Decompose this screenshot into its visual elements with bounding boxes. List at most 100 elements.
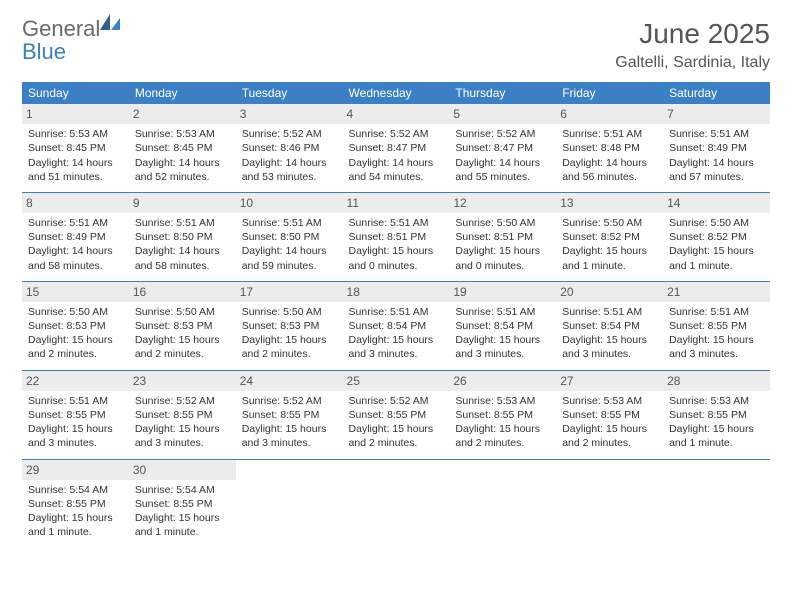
day-line-d1: Daylight: 14 hours xyxy=(669,156,764,170)
day-line-d1: Daylight: 15 hours xyxy=(28,333,123,347)
day-number: 27 xyxy=(556,371,663,391)
day-line-sr: Sunrise: 5:52 AM xyxy=(242,127,337,141)
day-cell: 30Sunrise: 5:54 AMSunset: 8:55 PMDayligh… xyxy=(129,460,236,548)
day-line-sr: Sunrise: 5:50 AM xyxy=(242,305,337,319)
day-cell: 24Sunrise: 5:52 AMSunset: 8:55 PMDayligh… xyxy=(236,371,343,459)
day-line-d2: and 58 minutes. xyxy=(28,259,123,273)
logo: General Blue xyxy=(22,18,122,64)
day-cell: 18Sunrise: 5:51 AMSunset: 8:54 PMDayligh… xyxy=(343,282,450,370)
day-line-sr: Sunrise: 5:50 AM xyxy=(669,216,764,230)
day-line-d2: and 52 minutes. xyxy=(135,170,230,184)
day-line-sr: Sunrise: 5:51 AM xyxy=(135,216,230,230)
day-line-d2: and 3 minutes. xyxy=(349,347,444,361)
day-cell: 15Sunrise: 5:50 AMSunset: 8:53 PMDayligh… xyxy=(22,282,129,370)
day-cell: 25Sunrise: 5:52 AMSunset: 8:55 PMDayligh… xyxy=(343,371,450,459)
day-line-d1: Daylight: 15 hours xyxy=(669,333,764,347)
day-cell xyxy=(556,460,663,548)
dayname-thursday: Thursday xyxy=(449,82,556,104)
day-line-d1: Daylight: 15 hours xyxy=(135,422,230,436)
day-line-sr: Sunrise: 5:53 AM xyxy=(455,394,550,408)
day-line-sr: Sunrise: 5:52 AM xyxy=(135,394,230,408)
month-title: June 2025 xyxy=(615,18,770,50)
day-cell: 20Sunrise: 5:51 AMSunset: 8:54 PMDayligh… xyxy=(556,282,663,370)
day-line-d1: Daylight: 14 hours xyxy=(135,244,230,258)
day-cell: 4Sunrise: 5:52 AMSunset: 8:47 PMDaylight… xyxy=(343,104,450,192)
day-cell: 29Sunrise: 5:54 AMSunset: 8:55 PMDayligh… xyxy=(22,460,129,548)
day-line-d2: and 2 minutes. xyxy=(455,436,550,450)
day-number: 23 xyxy=(129,371,236,391)
day-line-sr: Sunrise: 5:51 AM xyxy=(669,127,764,141)
day-cell: 5Sunrise: 5:52 AMSunset: 8:47 PMDaylight… xyxy=(449,104,556,192)
day-line-d2: and 0 minutes. xyxy=(349,259,444,273)
day-line-ss: Sunset: 8:53 PM xyxy=(242,319,337,333)
day-line-d1: Daylight: 15 hours xyxy=(135,333,230,347)
logo-text: General Blue xyxy=(22,18,122,64)
day-line-d2: and 58 minutes. xyxy=(135,259,230,273)
day-line-sr: Sunrise: 5:50 AM xyxy=(28,305,123,319)
day-number: 15 xyxy=(22,282,129,302)
day-number: 20 xyxy=(556,282,663,302)
day-line-d2: and 53 minutes. xyxy=(242,170,337,184)
day-number: 28 xyxy=(663,371,770,391)
day-number: 16 xyxy=(129,282,236,302)
day-line-sr: Sunrise: 5:51 AM xyxy=(28,394,123,408)
day-cell xyxy=(663,460,770,548)
day-line-d1: Daylight: 15 hours xyxy=(455,333,550,347)
day-number: 12 xyxy=(449,193,556,213)
day-line-sr: Sunrise: 5:52 AM xyxy=(455,127,550,141)
location-text: Galtelli, Sardinia, Italy xyxy=(615,54,770,72)
day-line-sr: Sunrise: 5:50 AM xyxy=(562,216,657,230)
day-line-sr: Sunrise: 5:53 AM xyxy=(28,127,123,141)
day-line-ss: Sunset: 8:52 PM xyxy=(669,230,764,244)
day-line-d2: and 2 minutes. xyxy=(349,436,444,450)
day-cell: 10Sunrise: 5:51 AMSunset: 8:50 PMDayligh… xyxy=(236,193,343,281)
day-number: 19 xyxy=(449,282,556,302)
day-number: 10 xyxy=(236,193,343,213)
week-row: 22Sunrise: 5:51 AMSunset: 8:55 PMDayligh… xyxy=(22,371,770,459)
day-number: 24 xyxy=(236,371,343,391)
day-line-ss: Sunset: 8:47 PM xyxy=(455,141,550,155)
day-cell: 7Sunrise: 5:51 AMSunset: 8:49 PMDaylight… xyxy=(663,104,770,192)
day-line-d2: and 56 minutes. xyxy=(562,170,657,184)
day-number: 17 xyxy=(236,282,343,302)
day-line-sr: Sunrise: 5:50 AM xyxy=(135,305,230,319)
day-line-sr: Sunrise: 5:51 AM xyxy=(669,305,764,319)
day-line-ss: Sunset: 8:54 PM xyxy=(349,319,444,333)
day-line-d1: Daylight: 15 hours xyxy=(349,244,444,258)
week-row: 15Sunrise: 5:50 AMSunset: 8:53 PMDayligh… xyxy=(22,282,770,370)
day-cell: 19Sunrise: 5:51 AMSunset: 8:54 PMDayligh… xyxy=(449,282,556,370)
day-number: 1 xyxy=(22,104,129,124)
dayname-wednesday: Wednesday xyxy=(343,82,450,104)
day-line-d2: and 1 minute. xyxy=(669,436,764,450)
day-line-ss: Sunset: 8:54 PM xyxy=(562,319,657,333)
day-number: 11 xyxy=(343,193,450,213)
day-cell: 11Sunrise: 5:51 AMSunset: 8:51 PMDayligh… xyxy=(343,193,450,281)
day-cell xyxy=(449,460,556,548)
day-line-d2: and 3 minutes. xyxy=(455,347,550,361)
day-number: 30 xyxy=(129,460,236,480)
day-line-d1: Daylight: 15 hours xyxy=(669,244,764,258)
day-line-d1: Daylight: 14 hours xyxy=(135,156,230,170)
calendar-page: General Blue June 2025 Galtelli, Sardini… xyxy=(0,0,792,565)
dayname-tuesday: Tuesday xyxy=(236,82,343,104)
day-line-sr: Sunrise: 5:54 AM xyxy=(135,483,230,497)
day-line-d2: and 3 minutes. xyxy=(562,347,657,361)
day-number: 3 xyxy=(236,104,343,124)
day-number: 13 xyxy=(556,193,663,213)
day-line-d2: and 55 minutes. xyxy=(455,170,550,184)
day-line-d1: Daylight: 15 hours xyxy=(28,511,123,525)
day-line-ss: Sunset: 8:55 PM xyxy=(669,408,764,422)
day-line-d2: and 3 minutes. xyxy=(669,347,764,361)
day-cell: 28Sunrise: 5:53 AMSunset: 8:55 PMDayligh… xyxy=(663,371,770,459)
day-line-d2: and 51 minutes. xyxy=(28,170,123,184)
day-line-sr: Sunrise: 5:52 AM xyxy=(349,127,444,141)
day-line-d2: and 59 minutes. xyxy=(242,259,337,273)
day-line-d2: and 1 minute. xyxy=(28,525,123,539)
day-line-ss: Sunset: 8:50 PM xyxy=(242,230,337,244)
day-line-d1: Daylight: 15 hours xyxy=(562,333,657,347)
day-line-ss: Sunset: 8:55 PM xyxy=(242,408,337,422)
day-line-ss: Sunset: 8:53 PM xyxy=(135,319,230,333)
day-number: 14 xyxy=(663,193,770,213)
day-line-d1: Daylight: 14 hours xyxy=(28,244,123,258)
day-line-sr: Sunrise: 5:50 AM xyxy=(455,216,550,230)
